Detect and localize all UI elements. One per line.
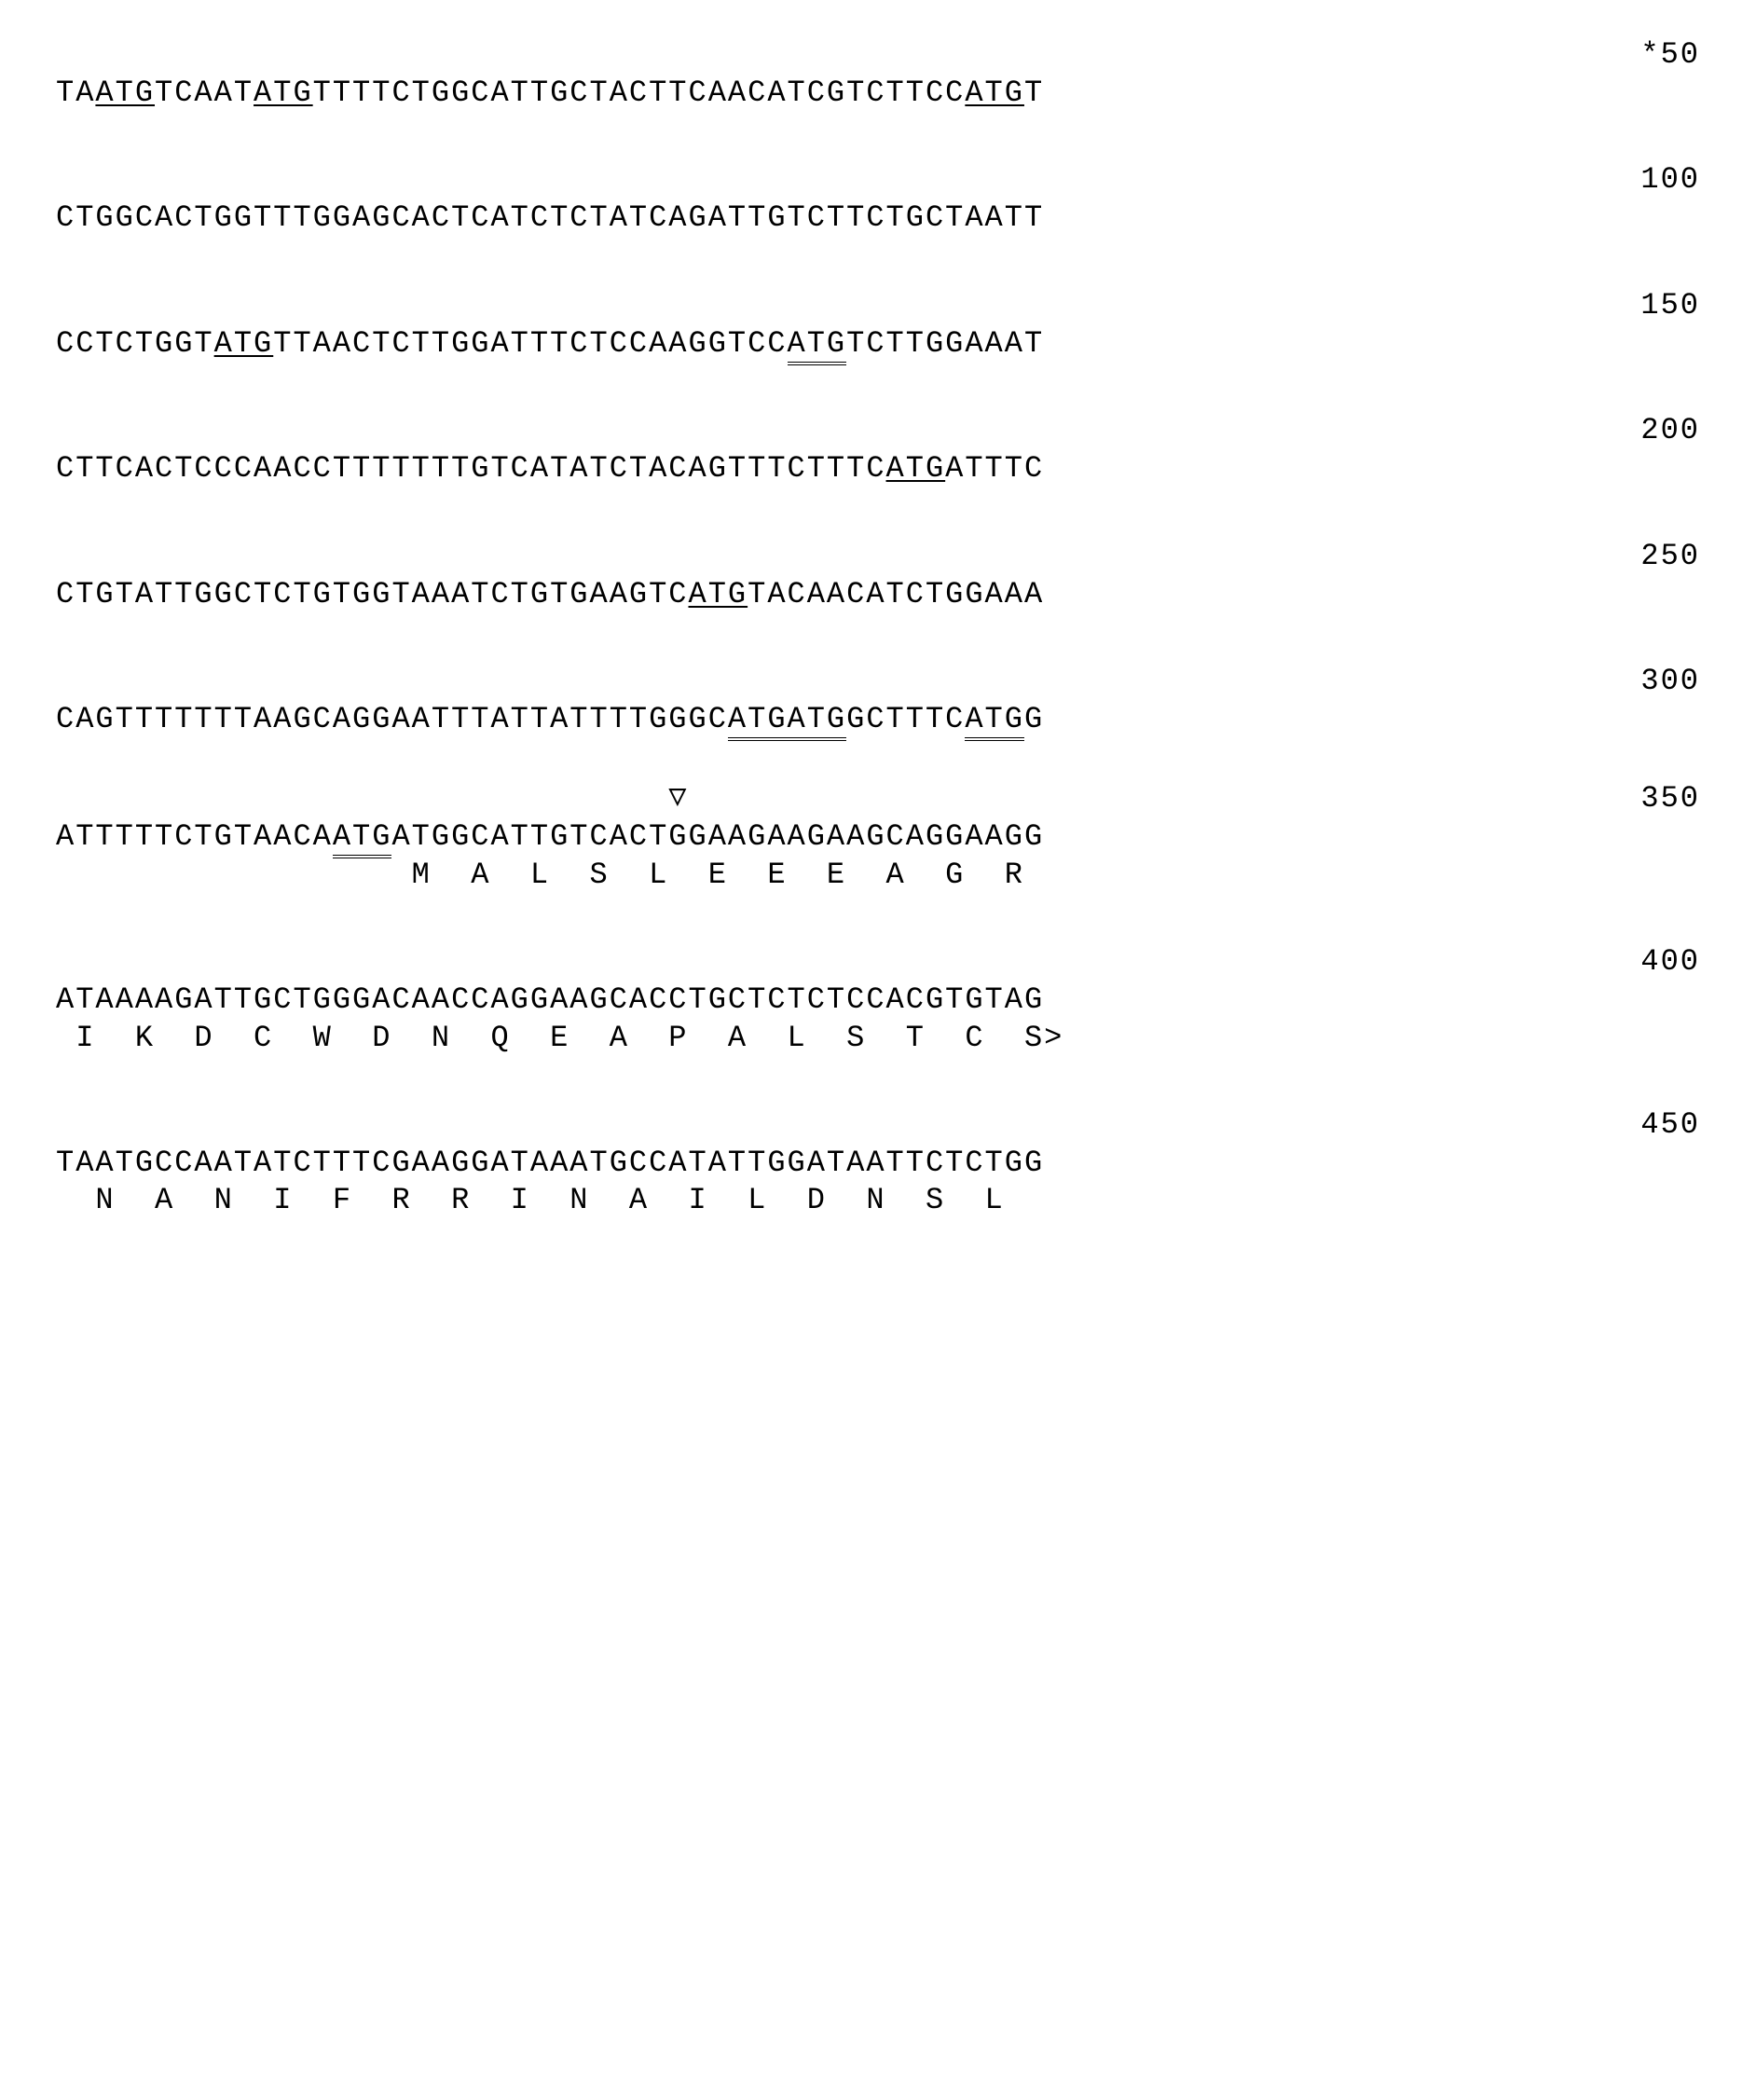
position-label: 200 [56,413,1700,447]
seq-segment: CAGTTTTTTTAAGCAGGAATTTATTATTTTGGGC [56,702,728,736]
atg-underlined: ATG [95,75,155,110]
seq-segment: TA [56,75,95,110]
nucleotide-sequence: ATAAAAGATTGCTGGGACAACCAGGAAGCACCTGCTCTCT… [56,982,1700,1018]
nucleotide-sequence: CCTCTGGTATGTTAACTCTTGGATTTCTCCAAGGTCCATG… [56,326,1700,362]
seq-segment: ATTTC [945,451,1044,486]
seq-segment: TTTTCTGGCATTGCTACTTCAACATCGTCTTCC [313,75,966,110]
seq-segment: CCTCTGGT [56,326,214,361]
position-label: *50 [56,37,1700,72]
nucleotide-sequence: TAATGTCAATATGTTTTCTGGCATTGCTACTTCAACATCG… [56,75,1700,111]
seq-segment: TACAACATCTGGAAA [748,577,1044,611]
seq-segment: ATGGCATTGTCACTGGAAGAAGAAGCAGGAAGG [391,819,1044,854]
sequence-block: 300 CAGTTTTTTTAAGCAGGAATTTATTATTTTGGGCATG… [56,664,1700,737]
position-label: 400 [56,944,1700,979]
nucleotide-sequence: ATTTTTCTGTAACAATGATGGCATTGTCACTGGAAGAAGA… [56,819,1700,855]
sequence-block: 400ATAAAAGATTGCTGGGACAACCAGGAAGCACCTGCTC… [56,944,1700,1056]
seq-segment: G [1024,702,1044,736]
sequence-block: 250 CTGTATTGGCTCTGTGGTAAATCTGTGAAGTCATGTA… [56,539,1700,612]
nucleotide-sequence: CTTCACTCCCAACCTTTTTTTGTCATATCTACAGTTTCTT… [56,451,1700,487]
atg-double-underlined: ATG [965,702,1024,741]
amino-acid-translation: M A L S L E E E A G R [56,858,1700,893]
sequence-block: 100CTGGCACTGGTTTGGAGCACTCATCTCTATCAGATTG… [56,162,1700,236]
sequence-block: 200 CTTCACTCCCAACCTTTTTTTGTCATATCTACAGTTT… [56,413,1700,487]
nucleotide-sequence: CAGTTTTTTTAAGCAGGAATTTATTATTTTGGGCATGATG… [56,702,1700,737]
seq-segment: TCTTGGAAAT [846,326,1044,361]
atg-underlined: ATG [214,326,274,361]
nucleotide-sequence: CTGTATTGGCTCTGTGGTAAATCTGTGAAGTCATGTACAA… [56,577,1700,612]
atg-double-underlined: ATGATG [728,702,846,741]
atg-underlined: ATG [965,75,1024,110]
atg-underlined: ATG [254,75,313,110]
position-label: 100 [56,162,1700,197]
nucleotide-sequence: CTGGCACTGGTTTGGAGCACTCATCTCTATCAGATTGTCT… [56,200,1700,236]
sequence-block: *50TAATGTCAATATGTTTTCTGGCATTGCTACTTCAACA… [56,37,1700,111]
intron-triangle-icon: ▽ [668,780,688,815]
sequence-block: ▽350ATTTTTCTGTAACAATGATGGCATTGTCACTGGAAG… [56,789,1700,893]
position-label: 450 [56,1107,1700,1142]
seq-segment: GCTTTC [846,702,965,736]
seq-segment: TAATGCCAATATCTTTCGAAGGATAAATGCCATATTGGAT… [56,1146,1044,1180]
nucleotide-sequence: TAATGCCAATATCTTTCGAAGGATAAATGCCATATTGGAT… [56,1146,1700,1181]
atg-underlined: ATG [886,451,946,486]
position-label: 150 [56,288,1700,323]
atg-underlined: ATG [689,577,748,611]
atg-double-underlined: ATG [333,819,392,858]
sequence-block: 450 TAATGCCAATATCTTTCGAAGGATAAATGCCATATTG… [56,1107,1700,1219]
seq-segment: TCAAT [155,75,254,110]
seq-segment: ATTTTTCTGTAACA [56,819,333,854]
amino-acid-translation: N A N I F R R I N A I L D N S L [56,1183,1700,1218]
seq-segment: CTGGCACTGGTTTGGAGCACTCATCTCTATCAGATTGTCT… [56,200,1044,235]
position-label: 300 [56,664,1700,698]
amino-acid-translation: I K D C W D N Q E A P A L S T C S> [56,1021,1700,1056]
sequence-block: 150CCTCTGGTATGTTAACTCTTGGATTTCTCCAAGGTCC… [56,288,1700,362]
atg-double-underlined: ATG [788,326,847,365]
seq-segment: TTAACTCTTGGATTTCTCCAAGGTCC [273,326,787,361]
seq-segment: T [1024,75,1044,110]
seq-segment: ATAAAAGATTGCTGGGACAACCAGGAAGCACCTGCTCTCT… [56,982,1044,1017]
seq-segment: CTGTATTGGCTCTGTGGTAAATCTGTGAAGTC [56,577,689,611]
seq-segment: CTTCACTCCCAACCTTTTTTTGTCATATCTACAGTTTCTT… [56,451,886,486]
position-label: 250 [56,539,1700,573]
